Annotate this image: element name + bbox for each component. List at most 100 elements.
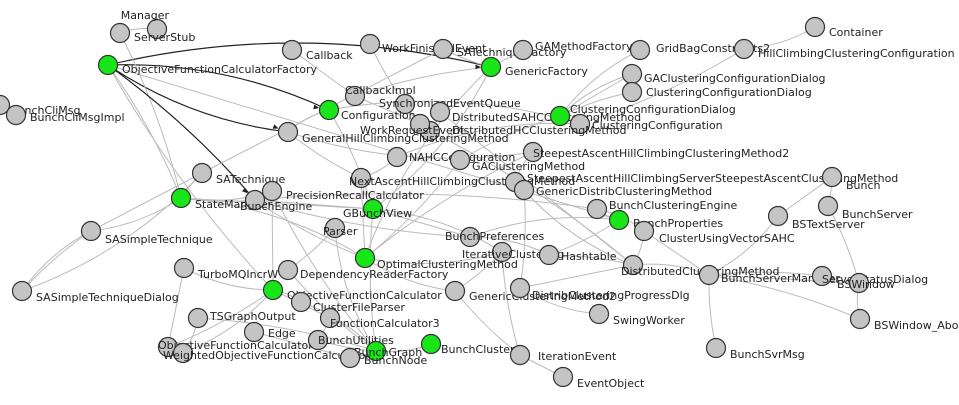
node-circle[interactable] <box>622 254 644 276</box>
node-DependencyReaderFactory[interactable]: DependencyReaderFactory <box>277 259 449 282</box>
node-circle[interactable] <box>588 303 610 325</box>
node-GAClusteringConfigurationDialog[interactable]: GAClusteringConfigurationDialog <box>621 63 826 86</box>
node-circle[interactable] <box>698 264 720 286</box>
node-Bunch[interactable]: Bunch <box>821 166 881 193</box>
node-circle[interactable] <box>0 94 11 116</box>
node-circle[interactable] <box>354 247 376 269</box>
node-IterativeClustering[interactable]: IterativeClustering <box>462 241 564 263</box>
node-WeightedObjectiveFunctionCalculator[interactable]: WeightedObjectiveFunctionCalculator <box>163 342 370 364</box>
node-circle[interactable] <box>409 113 431 135</box>
node-BunchPreferences[interactable]: BunchPreferences <box>445 226 544 248</box>
node-ServerStatusDialog[interactable]: ServerStatusDialog <box>811 265 929 287</box>
node-ClusteringConfiguration[interactable]: ClusteringConfiguration <box>569 113 723 135</box>
node-circle[interactable] <box>621 81 643 103</box>
node-circle[interactable] <box>386 146 408 168</box>
node-circle[interactable] <box>97 54 119 76</box>
node-BunchGraph[interactable]: BunchGraph <box>354 340 422 362</box>
node-circle[interactable] <box>344 85 366 107</box>
node-circle[interactable] <box>394 93 416 115</box>
node-circle[interactable] <box>509 344 531 366</box>
node-DistributedSAHCClusteringMethod[interactable]: DistributedSAHCClusteringMethod <box>429 101 642 125</box>
node-circle[interactable] <box>538 244 560 266</box>
node-circle[interactable] <box>80 220 102 242</box>
node-Callback[interactable]: Callback <box>281 39 354 63</box>
node-circle[interactable] <box>262 279 284 301</box>
node-circle[interactable] <box>277 121 299 143</box>
node-GBunchView[interactable]: GBunchView <box>343 198 412 221</box>
node-GeneralHillClimbingClusteringMethod[interactable]: GeneralHillClimbingClusteringMethod <box>277 121 509 146</box>
node-IterationEvent[interactable]: IterationEvent <box>509 344 617 366</box>
node-circle[interactable] <box>187 307 209 329</box>
node-BunchNode[interactable]: BunchNode <box>339 347 428 369</box>
node-circle[interactable] <box>319 307 341 329</box>
node-Manager[interactable]: Manager <box>121 9 170 40</box>
node-BunchCliMsgImpl[interactable]: BunchCliMsgImpl <box>5 104 125 126</box>
node-TSGraphOutput[interactable]: TSGraphOutput <box>187 307 297 329</box>
node-circle[interactable] <box>549 105 571 127</box>
node-OptimalClusteringMethod[interactable]: OptimalClusteringMethod <box>354 247 518 272</box>
node-circle[interactable] <box>359 33 381 55</box>
node-Configuration[interactable]: Configuration <box>318 99 416 123</box>
node-circle[interactable] <box>365 340 387 362</box>
node-circle[interactable] <box>586 198 608 220</box>
node-circle[interactable] <box>811 265 833 287</box>
node-Hashtable[interactable]: Hashtable <box>538 244 617 266</box>
node-circle[interactable] <box>621 63 643 85</box>
node-Container[interactable]: Container <box>804 16 884 40</box>
node-BunchClusteringEngine[interactable]: BunchClusteringEngine <box>586 198 738 220</box>
node-circle[interactable] <box>509 277 531 299</box>
node-circle[interactable] <box>608 209 630 231</box>
node-circle[interactable] <box>11 280 33 302</box>
node-SwingWorker[interactable]: SwingWorker <box>588 303 686 328</box>
node-circle[interactable] <box>243 321 265 343</box>
node-GAClusteringMethod[interactable]: GAClusteringMethod <box>449 149 586 174</box>
node-GAMethodFactory[interactable]: GAMethodFactory <box>512 39 633 61</box>
node-circle[interactable] <box>633 220 655 242</box>
node-circle[interactable] <box>350 167 372 189</box>
node-circle[interactable] <box>324 217 346 239</box>
node-circle[interactable] <box>261 180 283 202</box>
node-WorkRequestEvent[interactable]: WorkRequestEvent <box>360 113 465 138</box>
node-circle[interactable] <box>821 166 843 188</box>
node-GenericClusteringMethod2[interactable]: GenericClusteringMethod2 <box>444 280 616 304</box>
node-circle[interactable] <box>804 16 826 38</box>
node-BunchProperties[interactable]: BunchProperties <box>608 209 724 231</box>
node-circle[interactable] <box>5 104 27 126</box>
node-circle[interactable] <box>191 162 213 184</box>
node-TurboMQIncrW[interactable]: TurboMQIncrW <box>173 257 279 282</box>
node-BunchEngine[interactable]: BunchEngine <box>240 189 312 214</box>
node-circle[interactable] <box>146 18 168 40</box>
node-circle[interactable] <box>767 205 789 227</box>
node-circle[interactable] <box>449 149 471 171</box>
node-circle[interactable] <box>307 329 329 351</box>
node-SATechniqueFactory[interactable]: SATechniqueFactory <box>432 38 567 60</box>
node-circle[interactable] <box>513 179 535 201</box>
node-circle[interactable] <box>480 56 502 78</box>
node-BunchServer[interactable]: BunchServer <box>817 195 914 222</box>
node-ObjectiveFunctionCalculatorFactory[interactable]: ObjectiveFunctionCalculatorFactory <box>97 54 318 77</box>
node-BunchSvrMsg[interactable]: BunchSvrMsg <box>705 337 805 362</box>
node-CallbackImpl[interactable]: CallbackImpl <box>344 84 416 107</box>
node-circle[interactable] <box>849 308 871 330</box>
node-ClusteringConfigurationDialog[interactable]: ClusteringConfigurationDialog <box>621 81 812 103</box>
node-ObjectiveFunctionCalculator[interactable]: ObjectiveFunctionCalculator <box>262 279 443 303</box>
node-BunchServerManager[interactable]: BunchServerManager <box>698 264 841 286</box>
node-BSWindow_AboutBox[interactable]: BSWindow_AboutBox <box>849 308 959 333</box>
node-circle[interactable] <box>244 189 266 211</box>
node-BSWindow[interactable]: BSWindow <box>837 272 895 294</box>
node-circle[interactable] <box>281 39 303 61</box>
node-circle[interactable] <box>420 333 442 355</box>
node-circle[interactable] <box>290 291 312 313</box>
node-circle[interactable] <box>705 337 727 359</box>
node-circle[interactable] <box>522 141 544 163</box>
node-circle[interactable] <box>432 38 454 60</box>
node-BSTextServer[interactable]: BSTextServer <box>767 205 866 232</box>
node-ClusterUsingVectorSAHC[interactable]: ClusterUsingVectorSAHC <box>633 220 795 246</box>
node-Parser[interactable]: Parser <box>323 217 358 239</box>
node-circle[interactable] <box>491 241 513 263</box>
node-SteepestAscentHillClimbingClusteringMethod2[interactable]: SteepestAscentHillClimbingClusteringMeth… <box>522 141 790 163</box>
node-SASimpleTechniqueDialog[interactable]: SASimpleTechniqueDialog <box>11 280 179 305</box>
node-circle[interactable] <box>277 259 299 281</box>
node-HillClimbingClusteringConfiguration[interactable]: HillClimbingClusteringConfiguration <box>733 38 955 61</box>
